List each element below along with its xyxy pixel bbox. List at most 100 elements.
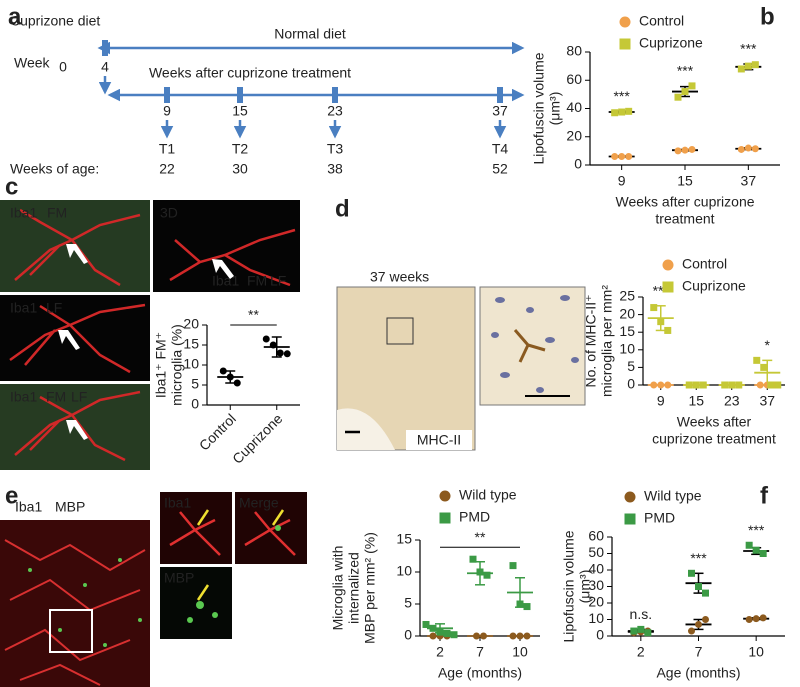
data-point (650, 304, 658, 312)
timeline-label: Week (14, 55, 51, 71)
arrows (196, 509, 285, 601)
tissue-edge (337, 408, 395, 450)
timeline-tick (164, 87, 170, 103)
image-label: MBP (164, 570, 194, 586)
image-label: LF (270, 273, 286, 289)
timeline-tick (102, 40, 108, 56)
age-number: 22 (159, 161, 175, 177)
inset-box (386, 317, 414, 345)
panel-label: b (760, 3, 775, 30)
data-point (276, 349, 284, 357)
data-point (760, 363, 768, 371)
x-tick-label: 2 (436, 644, 444, 660)
y-axis-label: microglia (%) (169, 324, 185, 406)
y-axis-label: internalized (346, 552, 362, 624)
significance-label: *** (613, 88, 630, 104)
data-point (611, 109, 619, 117)
timepoint-name: T2 (232, 141, 249, 157)
y-axis-label: Iba1⁺ FM⁺ (153, 332, 169, 398)
data-point (450, 631, 458, 639)
y-tick-label: 20 (183, 316, 199, 332)
data-point (688, 145, 696, 153)
data-point (767, 381, 775, 389)
data-point (436, 628, 444, 636)
data-point (744, 144, 752, 152)
data-point (625, 153, 633, 161)
cell-processes (4, 539, 146, 686)
micrograph (235, 492, 307, 564)
data-point (611, 153, 619, 161)
y-tick-label: 5 (191, 376, 199, 392)
y-axis-label: (μm³) (547, 92, 563, 126)
x-axis-label: Weeks after (677, 414, 752, 430)
x-tick-label: 37 (759, 393, 775, 409)
image-label: 3D (160, 205, 178, 221)
data-point (618, 153, 626, 161)
data-point (523, 632, 531, 640)
data-point (737, 65, 745, 73)
x-axis-label: Age (months) (656, 665, 740, 681)
image-label: FM (247, 273, 267, 289)
data-point (469, 555, 477, 563)
data-point (745, 616, 753, 623)
x-axis-label: Age (months) (438, 665, 522, 681)
x-tick-label: 7 (476, 644, 484, 660)
x-axis-label: cuprizone treatment (652, 431, 776, 447)
data-point (688, 82, 696, 90)
x-tick-label: 9 (618, 173, 626, 189)
data-point (219, 367, 227, 375)
data-point (429, 624, 437, 632)
y-axis-label: Lipofuscin volume (531, 52, 547, 164)
data-point (523, 603, 531, 611)
timeline: Cuprizone diet Normal diet Week 0 4 Week… (10, 13, 525, 177)
y-tick-label: 80 (566, 43, 582, 59)
image-label: FM (46, 389, 66, 405)
panel-label: e (5, 482, 18, 509)
timeline-label: Normal diet (274, 26, 346, 42)
image-label: LF (46, 300, 62, 316)
data-point (619, 16, 631, 28)
legend-label: Control (639, 13, 684, 29)
y-axis-label: Lipofuscin volume (561, 530, 577, 642)
x-axis-label: treatment (655, 211, 714, 227)
data-point (630, 627, 638, 635)
micrographs-c (0, 200, 300, 470)
y-tick-label: 15 (619, 323, 635, 339)
data-point (473, 632, 480, 640)
stained-cell (513, 329, 546, 363)
y-axis-label: microglia per mm² (599, 285, 615, 397)
legend-label: Wild type (644, 488, 702, 504)
data-point (625, 107, 633, 115)
data-point (702, 616, 709, 623)
mbp-signal (187, 525, 281, 623)
y-tick-label: 60 (566, 71, 582, 87)
arrows (58, 244, 234, 440)
data-point (688, 569, 695, 577)
panel-label: c (5, 173, 18, 200)
y-axis-label: Microglia with (330, 546, 346, 631)
mbp-signal (28, 558, 142, 647)
image-label: Iba1 (15, 499, 42, 515)
data-point (688, 627, 695, 635)
data-point (699, 381, 707, 389)
micrographs-d: 37 weeks MHC-II (336, 269, 586, 451)
timeline-label: Weeks after cuprizone treatment (149, 65, 351, 81)
y-tick-label: 30 (588, 577, 604, 593)
age-number: 38 (327, 161, 343, 177)
data-point (269, 341, 277, 349)
legend-label: Control (682, 256, 727, 272)
data-point (650, 381, 658, 389)
chart: 0 20 40 60 80 9 15 37 Weeks after cuprizonetreat… (531, 13, 780, 227)
data-point (439, 490, 451, 502)
data-point (509, 562, 517, 570)
data-point (657, 318, 665, 326)
data-point (681, 146, 689, 154)
data-point (480, 632, 487, 640)
stain-label-box (406, 430, 472, 450)
y-tick-label: 20 (588, 594, 604, 610)
week-number: 9 (163, 103, 171, 119)
y-axis-label: (μm³) (577, 570, 593, 604)
image-label: MBP (55, 499, 85, 515)
data-point (695, 583, 702, 590)
